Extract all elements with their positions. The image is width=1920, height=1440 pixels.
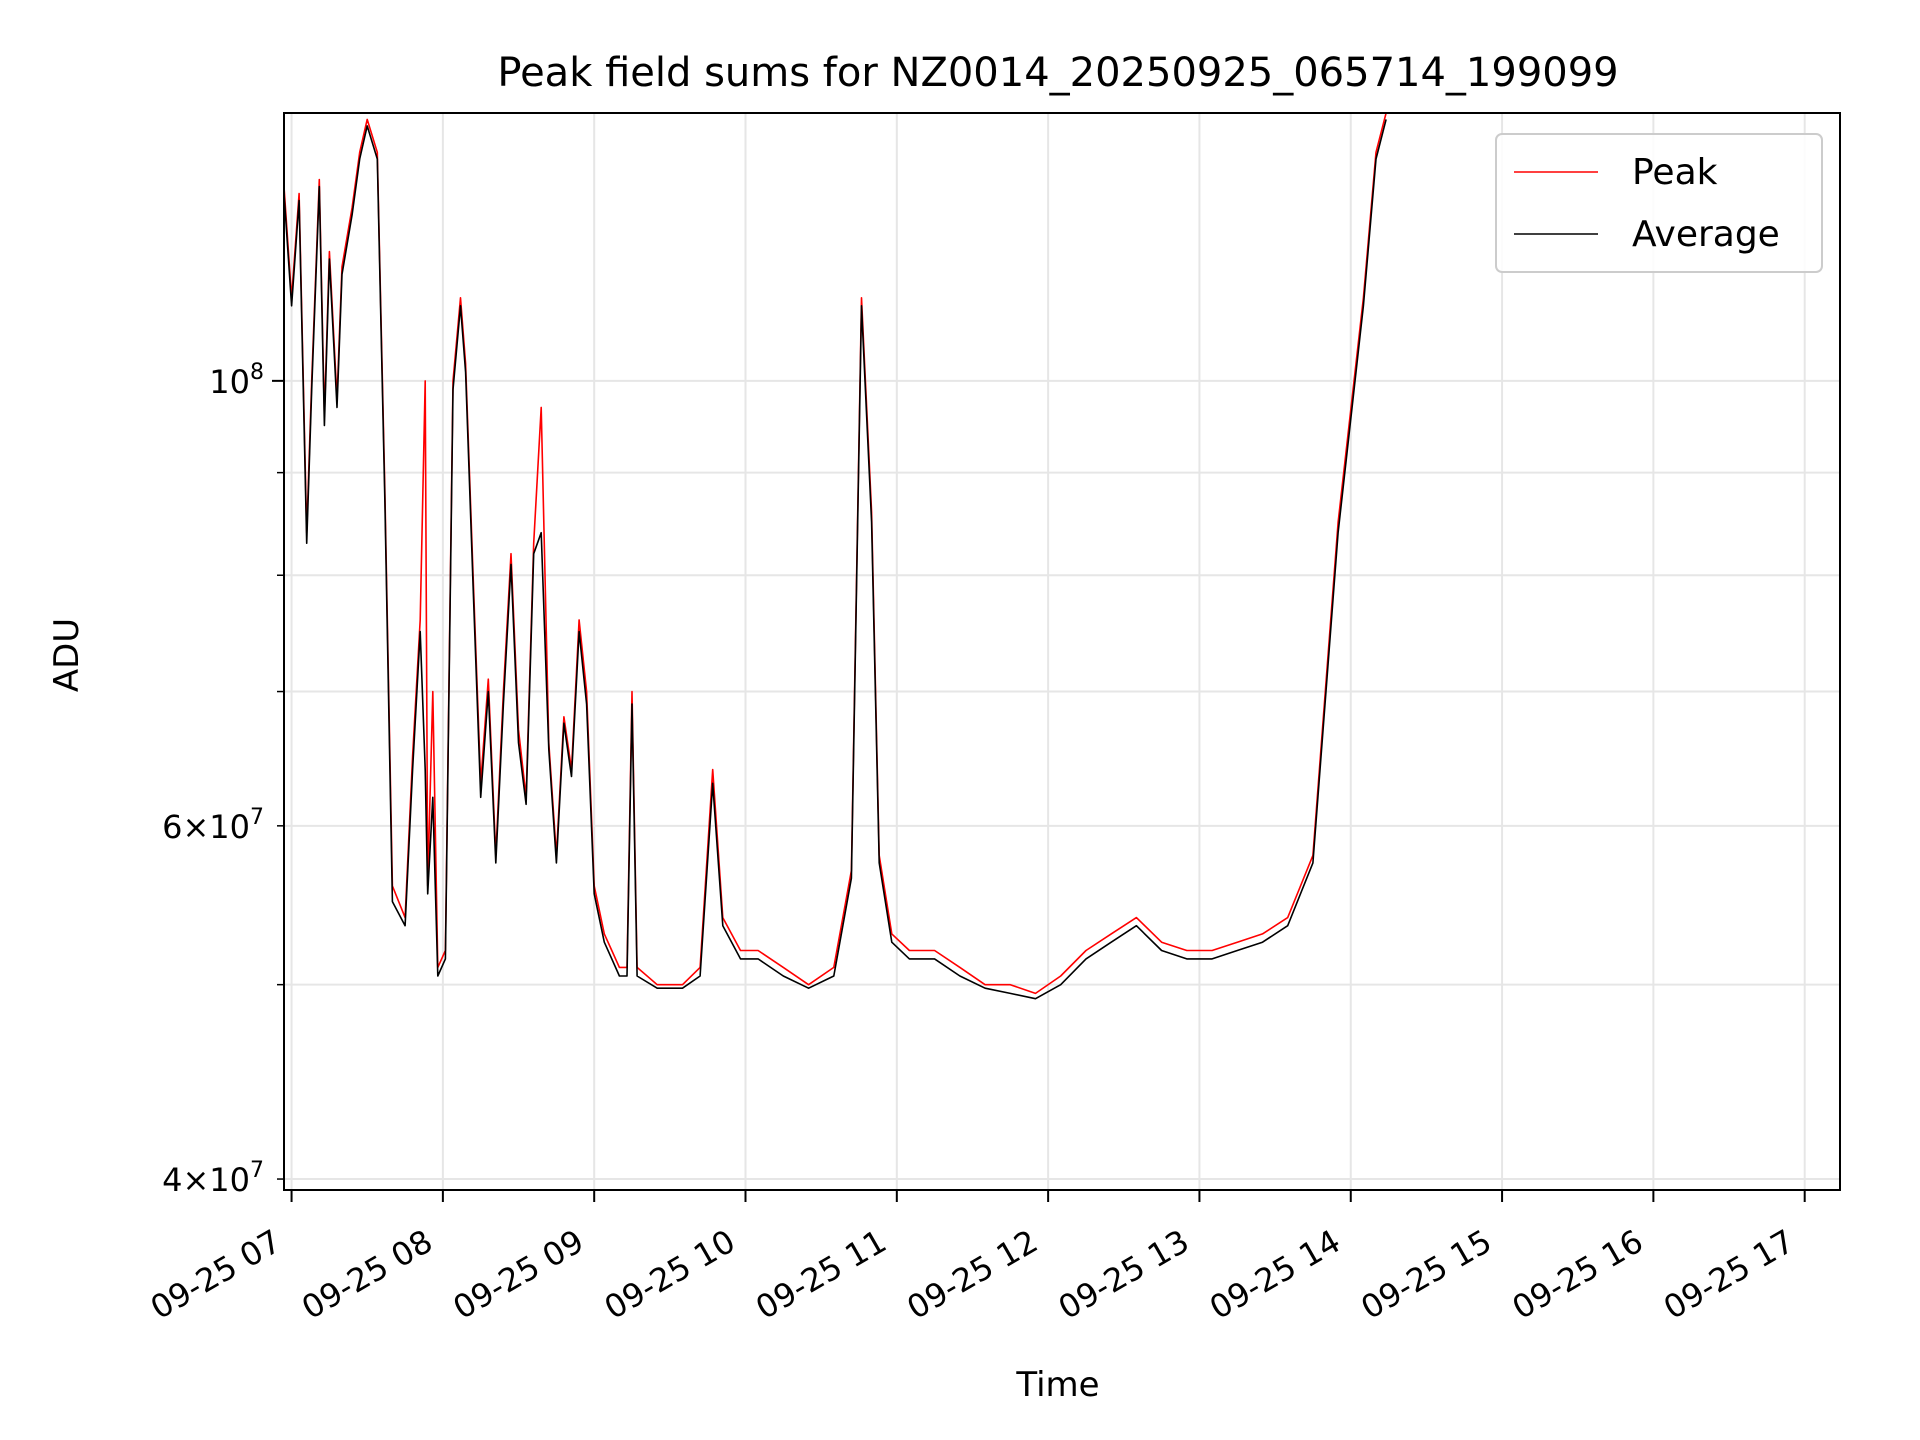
y-axis: 108 4×107 6×107	[162, 360, 284, 1199]
legend: Peak Average	[1495, 133, 1823, 273]
plot-area	[283, 112, 1387, 1000]
chart-title: Peak field sums for NZ0014_20250925_0657…	[497, 50, 1618, 96]
y-tick-label: 4×107	[162, 1158, 264, 1199]
y-axis-label: ADU	[47, 618, 87, 692]
axes-frame	[283, 112, 1841, 1191]
legend-label-average: Average	[1632, 214, 1780, 255]
legend-label-peak: Peak	[1632, 152, 1718, 193]
legend-box	[1495, 133, 1823, 273]
grid	[284, 113, 1840, 1190]
y-tick-label: 108	[209, 360, 264, 401]
x-axis-label: Time	[1015, 1365, 1099, 1405]
series-line-average	[283, 119, 1387, 1000]
y-tick-label: 6×107	[162, 805, 264, 846]
